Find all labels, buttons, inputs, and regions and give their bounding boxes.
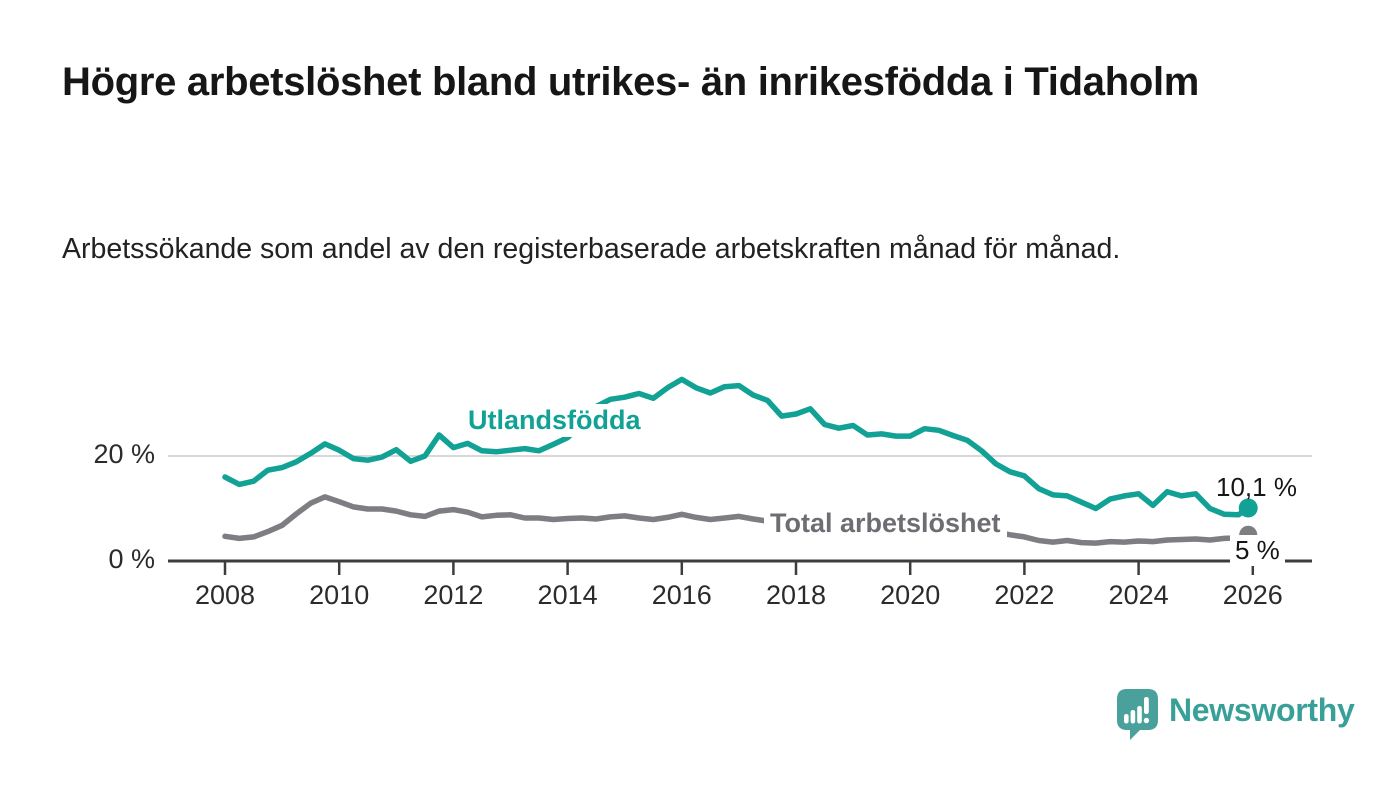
x-tick-label-2026: 2026: [1223, 580, 1283, 610]
end-value-label-utlandsfodda: 10,1 %: [1216, 472, 1297, 502]
line-total-arbetsl-shet: [222, 494, 1251, 546]
series-label-total-arbetsloshet: Total arbetslöshet: [764, 507, 1007, 540]
x-tick-label-2016: 2016: [652, 580, 712, 610]
x-tick-label-2010: 2010: [309, 580, 369, 610]
page-title: Högre arbetslöshet bland utrikes- än inr…: [62, 60, 1200, 104]
x-tick-label-2020: 2020: [880, 580, 940, 610]
x-tick-label-2012: 2012: [423, 580, 483, 610]
newsworthy-speech-bubble-bar-chart-icon: [1117, 689, 1158, 740]
x-tick-label-2014: 2014: [538, 580, 598, 610]
x-tick-label-2022: 2022: [994, 580, 1054, 610]
chart-subtitle: Arbetssökande som andel av den registerb…: [62, 233, 1121, 265]
end-dot-utlandsf-dda: [1238, 498, 1258, 518]
y-axis-label-0: 0 %: [108, 544, 155, 574]
y-axis-label-20: 20 %: [93, 439, 155, 469]
series-label-utlandsfodda: Utlandsfödda: [462, 404, 647, 437]
x-tick-label-2024: 2024: [1109, 580, 1169, 610]
x-tick-label-2018: 2018: [766, 580, 826, 610]
line-utlandsf-dda: [222, 376, 1251, 518]
end-value-label-total: 5 %: [1230, 535, 1285, 566]
newsworthy-logo: Newsworthy: [1116, 688, 1355, 744]
newsworthy-brand-text: Newsworthy: [1169, 692, 1355, 728]
x-tick-label-2008: 2008: [195, 580, 255, 610]
